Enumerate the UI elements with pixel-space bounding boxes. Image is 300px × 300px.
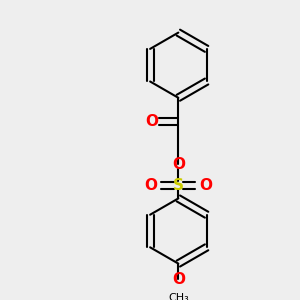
Text: S: S bbox=[173, 178, 184, 193]
Text: O: O bbox=[199, 178, 212, 193]
Text: O: O bbox=[145, 114, 158, 129]
Text: O: O bbox=[172, 157, 185, 172]
Text: O: O bbox=[144, 178, 158, 193]
Text: O: O bbox=[172, 272, 185, 287]
Text: CH₃: CH₃ bbox=[168, 292, 189, 300]
